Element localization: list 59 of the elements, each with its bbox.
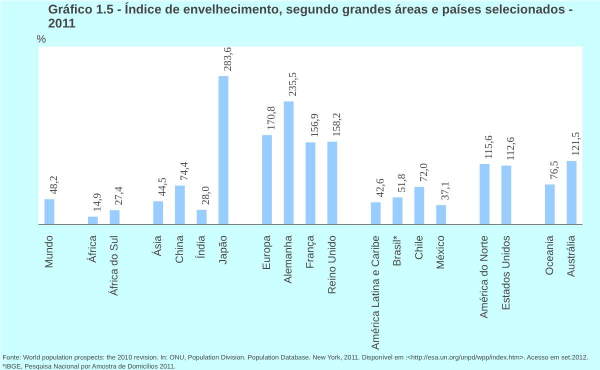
- bar: [436, 205, 446, 224]
- data-label: 37,1: [440, 181, 452, 200]
- bar: [110, 210, 120, 224]
- x-tick-label: Oceania: [544, 235, 556, 276]
- bar: [501, 166, 512, 224]
- x-tick-label: América do Norte: [478, 235, 491, 318]
- data-label: 72,0: [418, 163, 430, 182]
- x-tick-label: América Latina e Caribe: [370, 235, 382, 350]
- data-label: 14,9: [92, 193, 104, 212]
- data-label: 121,5: [571, 132, 582, 156]
- x-tick-label: Japão: [217, 235, 230, 265]
- x-tick-label: Austrália: [566, 235, 578, 277]
- bar: [392, 197, 402, 224]
- x-tick-label: Brasil*: [392, 235, 404, 266]
- bar: [153, 201, 164, 224]
- data-label: 51,8: [397, 174, 408, 192]
- x-tick-label: Europa: [260, 235, 273, 270]
- data-label: 48,2: [48, 176, 60, 194]
- bar: [566, 160, 577, 224]
- x-tick-label: Reino Unido: [326, 235, 338, 294]
- bar: [327, 142, 338, 224]
- y-axis-title: %: [36, 34, 46, 46]
- bar: [284, 101, 294, 224]
- data-label: 76,5: [549, 160, 560, 180]
- bar: [44, 199, 54, 224]
- data-label: 156,9: [310, 113, 321, 138]
- x-tick-label: Ásia: [151, 235, 164, 256]
- x-tick-label: Mundo: [43, 235, 56, 268]
- x-tick-label: Índia: [194, 235, 208, 259]
- data-label: 44,5: [158, 178, 169, 196]
- data-label: 112,6: [506, 136, 517, 161]
- bar: [480, 164, 490, 224]
- x-tick-label: Chile: [413, 235, 426, 260]
- data-label: 27,4: [114, 186, 126, 206]
- chart-title: Gráfico 1.5 - Índice de envelhecimento, segundo grandes áreas e países selecionados - 2011: [48, 2, 573, 30]
- bar: [262, 135, 272, 224]
- bar: [196, 210, 207, 224]
- x-tick-label: México: [435, 235, 448, 270]
- data-label: 28,0: [201, 186, 212, 205]
- data-label: 42,6: [375, 178, 386, 198]
- data-label: 158,2: [332, 112, 343, 137]
- data-label: 283,6: [222, 46, 234, 72]
- bar: [414, 186, 424, 224]
- x-tick-label: África: [86, 235, 99, 263]
- bar: [370, 202, 381, 224]
- bar: [306, 142, 316, 224]
- bar: [88, 216, 98, 224]
- x-tick-label: China: [174, 235, 186, 264]
- bar: [175, 186, 185, 224]
- x-tick-label: Estados Unidos: [500, 235, 512, 310]
- data-label: 170,8: [266, 106, 278, 130]
- data-label: 235,5: [288, 72, 300, 96]
- data-label: 115,6: [484, 134, 496, 160]
- x-tick-label: Alemanha: [282, 235, 295, 284]
- data-label: 74,4: [179, 161, 190, 181]
- bar: [544, 184, 555, 224]
- x-tick-label: França: [304, 235, 316, 269]
- x-tick-label: África do Sul: [108, 235, 121, 296]
- bar: [218, 76, 228, 224]
